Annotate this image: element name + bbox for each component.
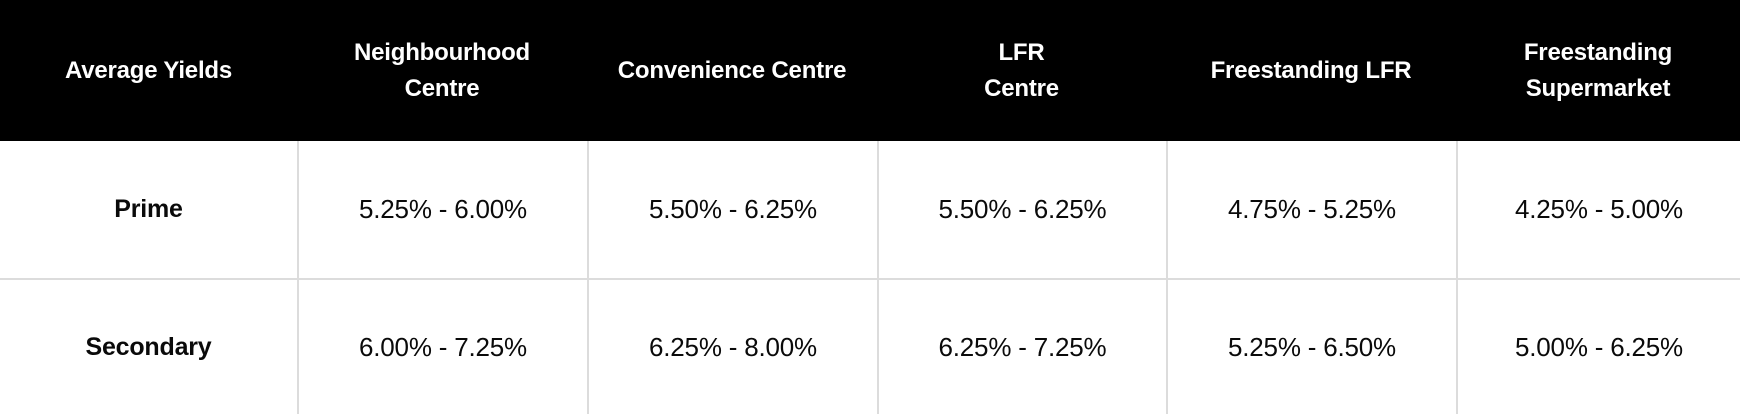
header-freestanding-supermarket: Freestanding Supermarket <box>1523 38 1673 102</box>
header-convenience-centre: Convenience Centre <box>617 56 847 84</box>
header-neighbourhood-centre: Neighbourhood Centre <box>353 38 531 102</box>
cell-prime-neighbourhood-centre: 5.25% - 6.00% <box>297 141 587 278</box>
cell-prime-freestanding-lfr: 4.75% - 5.25% <box>1166 141 1456 278</box>
header-lfr-centre: LFR Centre <box>984 38 1059 102</box>
cell-prime-lfr-centre: 5.50% - 6.25% <box>877 141 1166 278</box>
cell-prime-convenience-centre: 5.50% - 6.25% <box>587 141 877 278</box>
cell-prime-freestanding-supermarket: 4.25% - 5.00% <box>1456 141 1740 278</box>
cell-secondary-lfr-centre: 6.25% - 7.25% <box>877 280 1166 414</box>
row-label-prime: Prime <box>114 195 183 223</box>
header-average-yields: Average Yields <box>64 56 233 84</box>
table-row-prime: Prime 5.25% - 6.00% 5.50% - 6.25% 5.50% … <box>0 141 1740 278</box>
cell-secondary-freestanding-supermarket: 5.00% - 6.25% <box>1456 280 1740 414</box>
row-label-secondary: Secondary <box>85 332 212 361</box>
cell-secondary-convenience-centre: 6.25% - 8.00% <box>587 280 877 414</box>
header-freestanding-lfr: Freestanding LFR <box>1210 56 1412 84</box>
table-header-row: Average Yields Neighbourhood Centre Conv… <box>0 0 1740 141</box>
table-row-secondary: Secondary 6.00% - 7.25% 6.25% - 8.00% 6.… <box>0 278 1740 414</box>
cell-secondary-freestanding-lfr: 5.25% - 6.50% <box>1166 280 1456 414</box>
cell-secondary-neighbourhood-centre: 6.00% - 7.25% <box>297 280 587 414</box>
